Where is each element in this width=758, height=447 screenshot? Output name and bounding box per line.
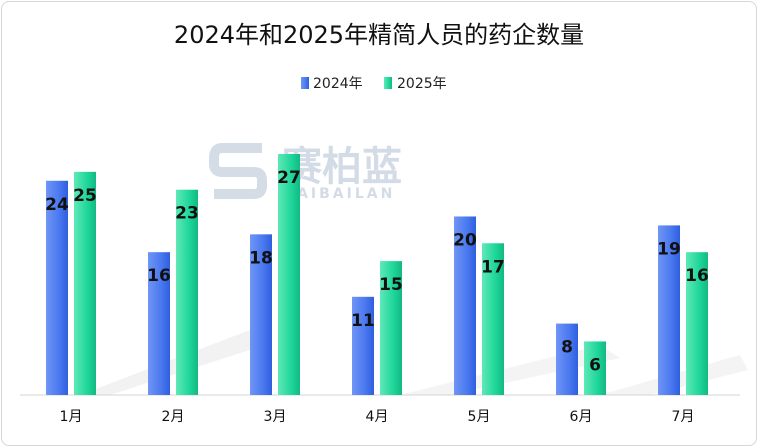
bars-group xyxy=(46,154,708,395)
bar-2025年-4月 xyxy=(380,261,402,395)
x-axis-ticks: 1月 2月 3月 4月 5月 6月 7月 xyxy=(60,409,695,425)
bar-2025年-3月 xyxy=(278,154,300,395)
bar-2025年-6月 xyxy=(584,341,606,395)
data-label-2025年-3月: 27 xyxy=(277,168,301,188)
chart-title: 2024年和2025年精简人员的药企数量 xyxy=(174,21,584,49)
legend-label-2025: 2025年 xyxy=(397,76,447,92)
bar-2024年-6月 xyxy=(556,323,578,395)
x-tick-label-7月: 7月 xyxy=(672,409,695,425)
data-label-2025年-1月: 25 xyxy=(73,186,97,206)
watermark-text: 赛柏蓝 xyxy=(282,144,402,190)
data-label-2025年-2月: 23 xyxy=(175,204,199,224)
data-label-2024年-2月: 16 xyxy=(147,266,171,286)
x-tick-label-1月: 1月 xyxy=(60,409,83,425)
data-label-2024年-3月: 18 xyxy=(249,248,273,268)
bar-2025年-5月 xyxy=(482,243,504,395)
bar-2025年-1月 xyxy=(74,171,96,395)
legend: 2024年 2025年 xyxy=(301,76,447,92)
watermark: 赛柏蓝 SAIBAILAN xyxy=(209,143,402,202)
data-label-2025年-7月: 16 xyxy=(685,266,709,286)
data-label-2025年-4月: 15 xyxy=(379,275,403,295)
legend-swatch-2024 xyxy=(301,77,309,89)
bar-2025年-2月 xyxy=(176,189,198,395)
legend-label-2024: 2024年 xyxy=(313,76,363,92)
watermark-subtext: SAIBAILAN xyxy=(284,186,395,202)
data-label-2024年-4月: 11 xyxy=(351,311,375,331)
data-label-2024年-1月: 24 xyxy=(45,195,69,215)
data-label-2024年-6月: 8 xyxy=(561,338,573,358)
x-tick-label-3月: 3月 xyxy=(264,409,287,425)
bar-2024年-7月 xyxy=(658,225,680,395)
bar-2024年-3月 xyxy=(250,234,272,395)
data-label-2025年-6月: 6 xyxy=(589,355,601,375)
x-tick-label-5月: 5月 xyxy=(468,409,491,425)
bar-2024年-1月 xyxy=(46,180,68,395)
data-label-2024年-7月: 19 xyxy=(657,239,681,259)
bar-2025年-7月 xyxy=(686,252,708,395)
x-tick-label-6月: 6月 xyxy=(570,409,593,425)
bar-2024年-4月 xyxy=(352,296,374,395)
x-tick-label-4月: 4月 xyxy=(366,409,389,425)
legend-swatch-2025 xyxy=(384,77,392,89)
data-label-2025年-5月: 17 xyxy=(481,257,505,277)
bar-2024年-5月 xyxy=(454,216,476,395)
bar-2024年-2月 xyxy=(148,252,170,395)
watermark-logo-icon xyxy=(209,143,267,199)
data-label-2024年-5月: 20 xyxy=(453,230,477,250)
x-tick-label-2月: 2月 xyxy=(162,409,185,425)
